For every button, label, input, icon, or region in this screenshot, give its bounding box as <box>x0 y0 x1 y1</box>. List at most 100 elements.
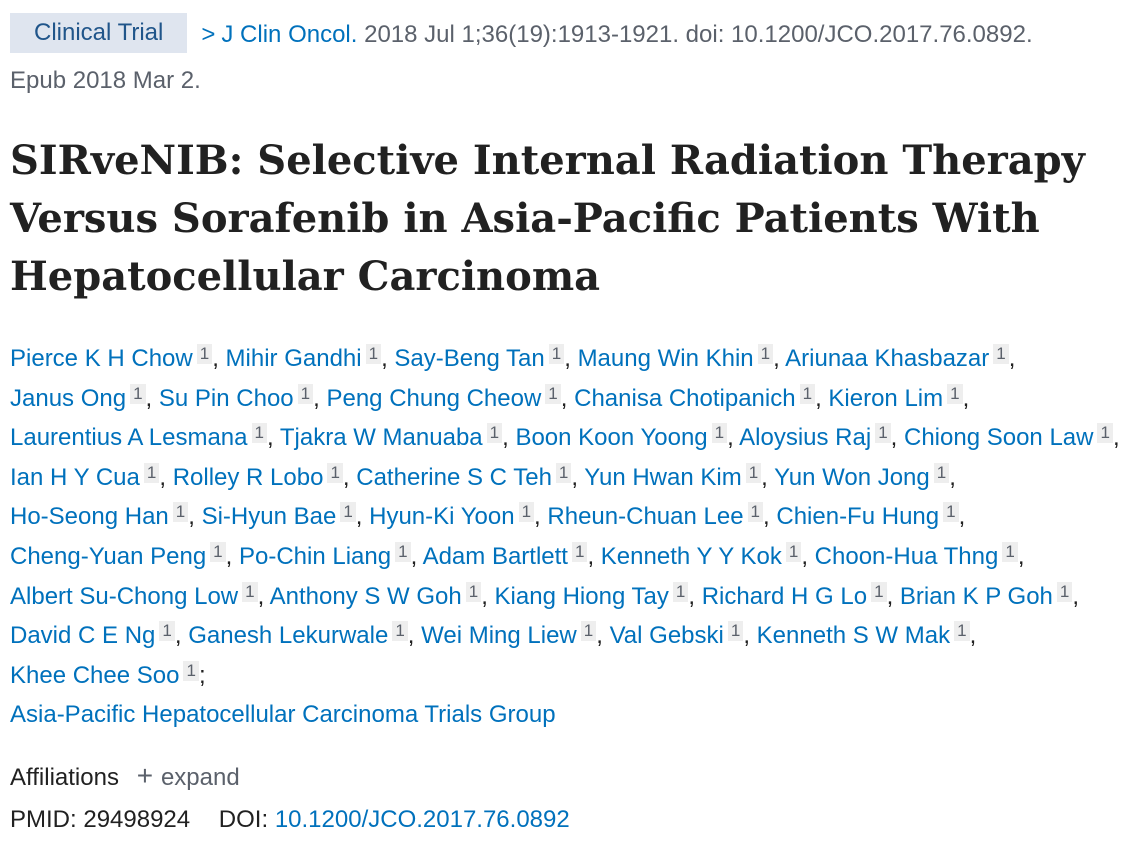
author-link[interactable]: Kieron Lim <box>828 384 944 412</box>
expand-label: expand <box>160 764 240 791</box>
author-link[interactable]: Yun Won Jong <box>774 463 930 491</box>
affiliation-number-button[interactable]: 1 <box>933 462 950 483</box>
affiliation-number-button[interactable]: 1 <box>340 502 356 523</box>
affiliation-number-button[interactable]: 1 <box>159 621 175 642</box>
affiliation-number-button[interactable]: 1 <box>251 423 267 444</box>
affiliation-number-button[interactable]: 1 <box>518 502 535 523</box>
author-link[interactable]: Rheun-Chuan Lee <box>547 503 744 531</box>
plus-icon: + <box>136 760 154 791</box>
affiliation-number-button[interactable]: 1 <box>196 344 213 364</box>
affiliation-number-button[interactable]: 1 <box>1097 423 1113 444</box>
author-link[interactable]: Albert Su-Chong Low <box>10 582 239 610</box>
author-link[interactable]: Si-Hyun Bae <box>201 503 337 531</box>
affiliations-expand-button[interactable]: + expand <box>135 760 240 791</box>
author-link[interactable]: Laurentius A Lesmana <box>10 424 248 452</box>
affiliation-number-button[interactable]: 1 <box>143 462 160 483</box>
author-link[interactable]: Anthony S W Goh <box>269 582 462 610</box>
author-link[interactable]: Adam Bartlett <box>422 542 568 570</box>
affiliation-number-button[interactable]: 1 <box>745 462 762 483</box>
author-separator: , <box>815 384 822 412</box>
author-link[interactable]: Rolley R Lobo <box>172 463 324 491</box>
author-link[interactable]: Su Pin Choo <box>158 384 294 412</box>
author-entry: Khee Chee Soo 1; <box>10 660 206 689</box>
author-link[interactable]: Wei Ming Liew <box>421 622 577 650</box>
author-link[interactable]: Peng Chung Cheow <box>326 384 542 412</box>
doi-link[interactable]: 10.1200/JCO.2017.76.0892 <box>274 806 570 833</box>
author-link[interactable]: Richard H G Lo <box>701 582 868 610</box>
journal-link[interactable]: > J Clin Oncol. <box>201 21 357 48</box>
author-entry: Anthony S W Goh 1, <box>269 581 488 610</box>
affiliation-number-button[interactable]: 1 <box>1056 581 1073 602</box>
author-link[interactable]: Kiang Hiong Tay <box>494 582 669 610</box>
affiliation-number-button[interactable]: 1 <box>947 383 963 404</box>
author-link[interactable]: Ganesh Lekurwale <box>188 622 389 650</box>
epub-date: Epub 2018 Mar 2. <box>10 67 201 94</box>
affiliation-number-button[interactable]: 1 <box>1002 541 1018 562</box>
author-separator: , <box>688 582 696 610</box>
affiliation-number-button[interactable]: 1 <box>297 383 314 404</box>
affiliation-number-button[interactable]: 1 <box>580 621 597 642</box>
affiliation-number-button[interactable]: 1 <box>210 541 226 562</box>
author-link[interactable]: Cheng-Yuan Peng <box>10 542 207 570</box>
affiliation-number-button[interactable]: 1 <box>392 621 408 642</box>
author-link[interactable]: Janus Ong <box>10 384 127 412</box>
author-link[interactable]: Choon-Hua Thng <box>814 542 999 570</box>
affiliation-number-button[interactable]: 1 <box>130 383 146 404</box>
author-link[interactable]: Catherine S C Teh <box>356 463 552 491</box>
author-separator: , <box>212 345 219 372</box>
affiliation-number-button[interactable]: 1 <box>993 344 1009 364</box>
author-link[interactable]: Ariunaa Khasbazar <box>785 345 990 372</box>
author-link[interactable]: Khee Chee Soo <box>10 661 180 689</box>
author-link[interactable]: David C E Ng <box>10 622 156 650</box>
affiliation-number-button[interactable]: 1 <box>183 660 199 681</box>
author-link[interactable]: Chanisa Chotipanich <box>574 384 796 412</box>
affiliation-number-button[interactable]: 1 <box>871 581 887 602</box>
author-link[interactable]: Aloysius Raj <box>739 424 872 452</box>
affiliation-number-button[interactable]: 1 <box>954 621 970 642</box>
author-link[interactable]: Say-Beng Tan <box>394 345 545 372</box>
author-entry: Brian K P Goh 1, <box>899 581 1079 610</box>
author-link[interactable]: Pierce K H Chow <box>10 345 193 372</box>
author-separator: , <box>188 503 195 531</box>
author-link[interactable]: Chiong Soon Law <box>904 424 1094 452</box>
affiliation-number-button[interactable]: 1 <box>555 462 572 483</box>
affiliation-number-button[interactable]: 1 <box>172 502 189 523</box>
publication-type-badge[interactable]: Clinical Trial <box>10 13 188 53</box>
affiliation-number-button[interactable]: 1 <box>395 541 411 562</box>
affiliation-number-button[interactable]: 1 <box>545 383 561 404</box>
affiliation-number-button[interactable]: 1 <box>943 502 959 523</box>
affiliation-number-button[interactable]: 1 <box>465 581 482 602</box>
affiliation-number-button[interactable]: 1 <box>727 621 744 642</box>
author-link[interactable]: Brian K P Goh <box>899 582 1053 610</box>
author-entry: Po-Chin Liang 1, <box>238 541 417 570</box>
affiliation-number-button[interactable]: 1 <box>757 344 774 364</box>
author-link[interactable]: Mihir Gandhi <box>225 345 362 372</box>
affiliation-number-button[interactable]: 1 <box>799 383 816 404</box>
affiliation-number-button[interactable]: 1 <box>711 423 728 444</box>
author-group-link[interactable]: Asia-Pacific Hepatocellular Carcinoma Tr… <box>10 701 556 729</box>
affiliation-number-button[interactable]: 1 <box>875 423 891 444</box>
author-link[interactable]: Val Gebski <box>609 622 724 650</box>
author-link[interactable]: Kenneth Y Y Kok <box>600 542 782 570</box>
author-link[interactable]: Boon Koon Yoong <box>515 424 708 452</box>
affiliation-number-button[interactable]: 1 <box>747 502 764 523</box>
affiliation-number-button[interactable]: 1 <box>548 344 565 364</box>
author-link[interactable]: Hyun-Ki Yoon <box>369 503 515 531</box>
author-link[interactable]: Yun Hwan Kim <box>584 463 742 491</box>
author-link[interactable]: Kenneth S W Mak <box>756 622 951 650</box>
author-link[interactable]: Maung Win Khin <box>577 345 754 372</box>
author-link[interactable]: Chien-Fu Hung <box>776 503 940 531</box>
affiliation-number-button[interactable]: 1 <box>365 344 382 364</box>
affiliation-number-button[interactable]: 1 <box>571 541 588 562</box>
affiliation-number-button[interactable]: 1 <box>785 541 802 562</box>
affiliation-number-button[interactable]: 1 <box>242 581 258 602</box>
affiliation-number-button[interactable]: 1 <box>486 423 503 444</box>
author-link[interactable]: Ho-Seong Han <box>10 503 169 531</box>
author-separator: , <box>1008 345 1016 372</box>
affiliation-number-button[interactable]: 1 <box>672 581 689 602</box>
author-link[interactable]: Tjakra W Manuaba <box>279 424 483 452</box>
pmid-label: PMID: <box>10 806 77 833</box>
author-link[interactable]: Po-Chin Liang <box>238 542 392 570</box>
author-link[interactable]: Ian H Y Cua <box>10 463 140 491</box>
affiliation-number-button[interactable]: 1 <box>327 462 343 483</box>
